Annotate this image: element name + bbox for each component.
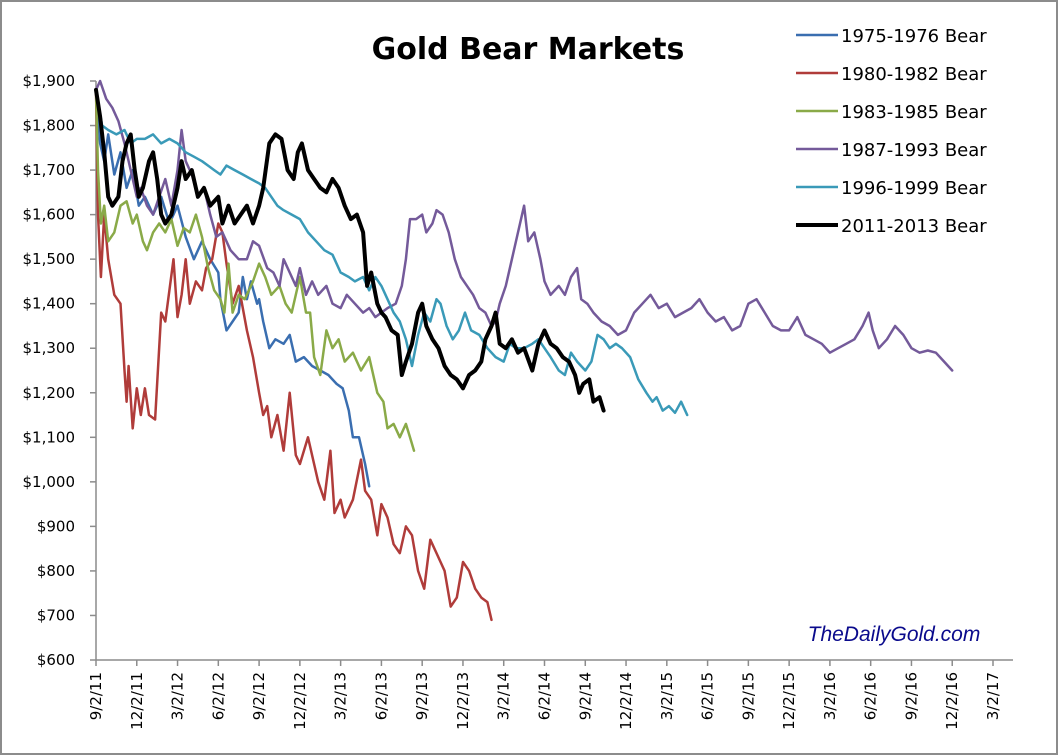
x-tick-label: 3/2/16: [821, 672, 839, 720]
y-tick-label: $1,800: [23, 117, 76, 135]
x-tick-label: 6/2/16: [862, 672, 880, 720]
axes: $600 $700 $800 $900 $1,000 $1,100 $1,200 $1,300…: [23, 72, 1013, 730]
y-tick-label: $1,300: [23, 339, 76, 357]
legend-label-3: 1987-1993 Bear: [841, 140, 987, 161]
y-tick-label: $1,500: [23, 250, 76, 268]
watermark-label: TheDailyGold.com: [808, 623, 981, 646]
legend: 1975-1976 Bear 1980-1982 Bear 1983-1985 Be…: [796, 26, 987, 237]
x-tick-label: 3/2/17: [984, 672, 1002, 720]
x-tick-label: 9/2/14: [576, 672, 594, 720]
y-tick-label: $1,100: [23, 428, 76, 446]
x-tick-label: 3/2/12: [169, 672, 187, 720]
x-tick-label: 9/2/16: [902, 672, 920, 720]
y-tick-label: $800: [37, 562, 75, 580]
x-tick-label: 6/2/13: [372, 672, 390, 720]
chart-title: Gold Bear Markets: [372, 32, 685, 67]
series-line-1: [94, 88, 493, 622]
series-line-5: [94, 87, 606, 413]
x-tick-label: 9/2/11: [87, 672, 105, 720]
y-tick-label: $1,600: [23, 206, 76, 224]
x-tick-label: 12/2/12: [291, 672, 309, 730]
x-tick-label: 3/2/13: [332, 672, 350, 720]
series-lines: [94, 79, 954, 622]
x-tick-label: 3/2/15: [658, 672, 676, 720]
x-tick-label: 12/2/13: [454, 672, 472, 730]
x-tick-label: 12/2/15: [780, 672, 798, 730]
series-line-4: [94, 88, 689, 417]
x-tick-label: 6/2/12: [209, 672, 227, 720]
y-tick-label: $1,400: [23, 295, 76, 313]
legend-label-5: 2011-2013 Bear: [841, 216, 987, 237]
y-tick-label: $900: [37, 517, 75, 535]
x-tick-label: 12/2/16: [943, 672, 961, 730]
x-tick-label: 9/2/12: [250, 672, 268, 720]
x-tick-label: 3/2/14: [495, 672, 513, 720]
legend-label-2: 1983-1985 Bear: [841, 102, 987, 123]
y-tick-label: $1,000: [23, 473, 76, 491]
series-line-2: [94, 88, 416, 452]
legend-label-4: 1996-1999 Bear: [841, 178, 987, 199]
y-tick-label: $600: [37, 651, 75, 669]
y-tick-label: $700: [37, 606, 75, 624]
legend-label-0: 1975-1976 Bear: [841, 26, 987, 47]
x-tick-label: 6/2/15: [699, 672, 717, 720]
legend-label-1: 1980-1982 Bear: [841, 64, 987, 85]
x-tick-label: 9/2/15: [739, 672, 757, 720]
y-tick-label: $1,900: [23, 72, 76, 90]
x-tick-label: 6/2/14: [536, 672, 554, 720]
x-tick-label: 12/2/14: [617, 672, 635, 730]
x-tick-label: 9/2/13: [413, 672, 431, 720]
series-line-3: [94, 79, 954, 372]
y-tick-label: $1,200: [23, 384, 76, 402]
y-tick-label: $1,700: [23, 161, 76, 179]
x-tick-label: 12/2/11: [128, 672, 146, 730]
